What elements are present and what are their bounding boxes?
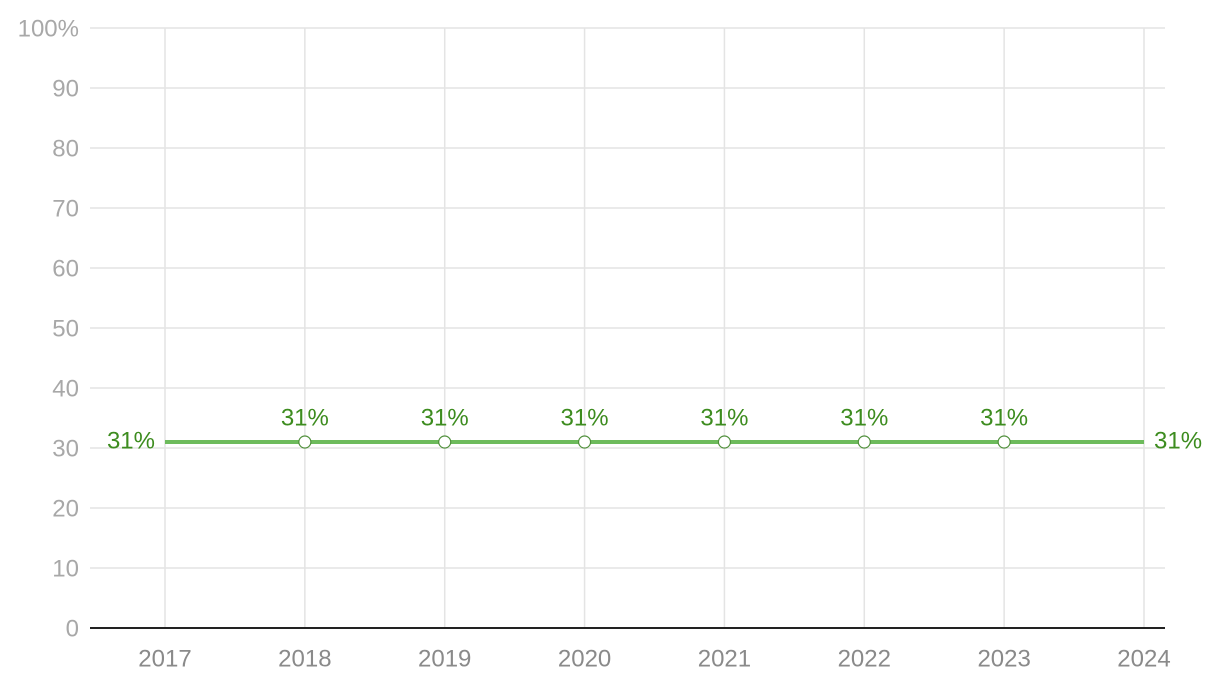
y-tick-label: 10 bbox=[52, 555, 79, 582]
y-tick-label: 100% bbox=[18, 15, 79, 42]
value-label: 31% bbox=[281, 404, 329, 431]
y-tick-label: 50 bbox=[52, 315, 79, 342]
value-label: 31% bbox=[107, 427, 155, 454]
y-tick-label: 70 bbox=[52, 195, 79, 222]
x-tick-label: 2021 bbox=[698, 645, 751, 672]
x-tick-label: 2024 bbox=[1117, 645, 1170, 672]
value-label: 31% bbox=[421, 404, 469, 431]
x-tick-label: 2022 bbox=[838, 645, 891, 672]
value-label: 31% bbox=[1154, 427, 1202, 454]
point-marker bbox=[577, 435, 592, 449]
x-tick-label: 2018 bbox=[278, 645, 331, 672]
x-tick-label: 2017 bbox=[138, 645, 191, 672]
point-marker bbox=[298, 435, 312, 449]
y-tick-label: 20 bbox=[52, 495, 79, 522]
y-tick-label: 30 bbox=[52, 435, 79, 462]
y-tick-label: 40 bbox=[52, 375, 79, 402]
value-label: 31% bbox=[561, 404, 609, 431]
y-tick-label: 0 bbox=[66, 615, 79, 642]
point-marker bbox=[997, 435, 1011, 449]
y-tick-label: 90 bbox=[52, 75, 79, 102]
y-tick-label: 60 bbox=[52, 255, 79, 282]
point-marker bbox=[857, 435, 871, 449]
value-label: 31% bbox=[980, 404, 1028, 431]
point-marker bbox=[438, 435, 452, 449]
x-tick-label: 2023 bbox=[977, 645, 1030, 672]
value-label: 31% bbox=[840, 404, 888, 431]
value-label: 31% bbox=[700, 404, 748, 431]
point-marker bbox=[717, 435, 732, 449]
x-tick-label: 2020 bbox=[558, 645, 611, 672]
y-tick-label: 80 bbox=[52, 135, 79, 162]
x-tick-label: 2019 bbox=[418, 645, 471, 672]
